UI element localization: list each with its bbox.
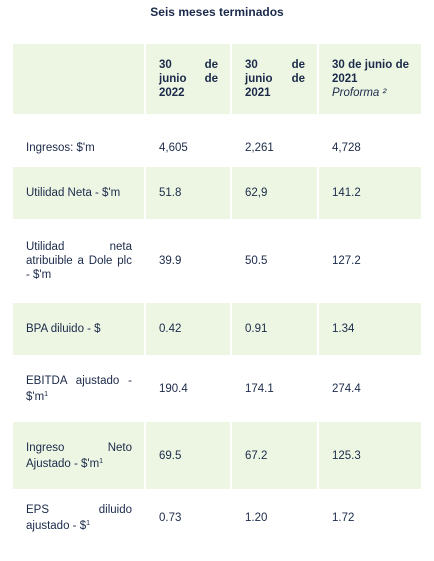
cell-value: 2,261 [232,128,319,167]
row-label: BPA diluido - $ [13,303,146,355]
cell-value: 0.73 [146,489,232,547]
cell-value: 69.5 [146,422,232,489]
table-row: EPS diluido ajustado - $1 0.73 1.20 1.72 [13,489,421,547]
cell-value: 39.9 [146,219,232,303]
row-label: Utilidad Neta - $'m [13,167,146,219]
proforma-label: Proforma ² [332,87,387,99]
cell-value: 51.8 [146,167,232,219]
table-row: Utilidad Neta - $'m 51.8 62,9 141.2 [13,167,421,219]
column-header-2022: 30 de junio de 2022 [146,44,232,114]
footnote-marker: 1 [86,520,91,527]
cell-value: 1.34 [319,303,421,355]
table-row: BPA diluido - $ 0.42 0.91 1.34 [13,303,421,355]
cell-value: 67.2 [232,422,319,489]
row-label: EPS diluido ajustado - $1 [13,489,146,547]
column-header-2021-proforma: 30 de junio de 2021 Proforma ² [319,44,421,114]
row-label: Ingreso Neto Ajustado - $'m1 [13,422,146,489]
footnote-marker: 1 [99,457,104,465]
footnote-marker: 1 [44,390,49,398]
header-empty-cell [13,44,146,114]
cell-value: 141.2 [319,167,421,219]
cell-value: 4,728 [332,141,361,154]
table-row: Ingresos: $'m 4,605 2,261 4,728 [13,128,421,167]
cell-value: 4,605 [146,128,232,167]
cell-value: 190.4 [146,355,232,422]
cell-value: 274.4 [332,382,361,395]
row-label: Ingresos: $'m [13,128,146,167]
financial-table: 30 de junio de 2022 30 de junio de 2021 … [13,44,421,547]
cell-value: 174.1 [232,355,319,422]
table-row: Utilidad neta atribuible a Dole plc - $'… [13,219,421,303]
table-caption: Seis meses terminados [150,5,284,19]
header-row: 30 de junio de 2022 30 de junio de 2021 … [13,44,421,114]
row-label: EBITDA ajustado - $'m1 [13,355,146,422]
cell-value: 1.20 [232,489,319,547]
row-label: Utilidad neta atribuible a Dole plc - $'… [13,219,146,303]
cell-value: 0.91 [232,303,319,355]
cell-value: 50.5 [232,219,319,303]
cell-value: 125.3 [319,422,421,489]
column-header-2021: 30 de junio de 2021 [232,44,319,114]
cell-value: 1.72 [332,512,355,524]
table-row: Ingreso Neto Ajustado - $'m1 69.5 67.2 1… [13,422,421,489]
cell-value: 62,9 [232,167,319,219]
table-row: EBITDA ajustado - $'m1 190.4 174.1 274.4 [13,355,421,422]
cell-value: 0.42 [146,303,232,355]
cell-value: 127.2 [332,255,361,267]
